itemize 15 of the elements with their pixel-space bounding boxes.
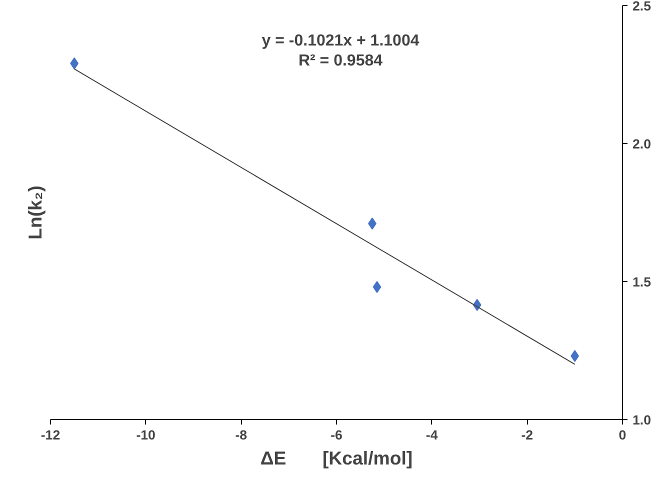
y-axis-title: Ln(k₂) — [24, 186, 46, 240]
x-tick-label: -2 — [521, 428, 534, 442]
annotation: y = -0.1021x + 1.1004 R² = 0.9584 — [262, 32, 420, 70]
x-tick-label: -8 — [235, 428, 248, 442]
point — [372, 281, 382, 294]
y-tick-label: 2.5 — [632, 0, 652, 14]
x-tick-label: 0 — [618, 428, 626, 442]
y-tick-label: 2.0 — [632, 136, 652, 152]
y-tick-label: 1.0 — [632, 412, 652, 428]
y-tick-label: 1.5 — [632, 274, 652, 290]
x-axis-title: ΔE [Kcal/mol] — [260, 448, 413, 468]
x-tick-label: -10 — [136, 428, 156, 442]
x-tick-label: -12 — [40, 428, 60, 442]
x-tick-label: -4 — [426, 428, 438, 442]
x-tick-label: -6 — [330, 428, 342, 442]
